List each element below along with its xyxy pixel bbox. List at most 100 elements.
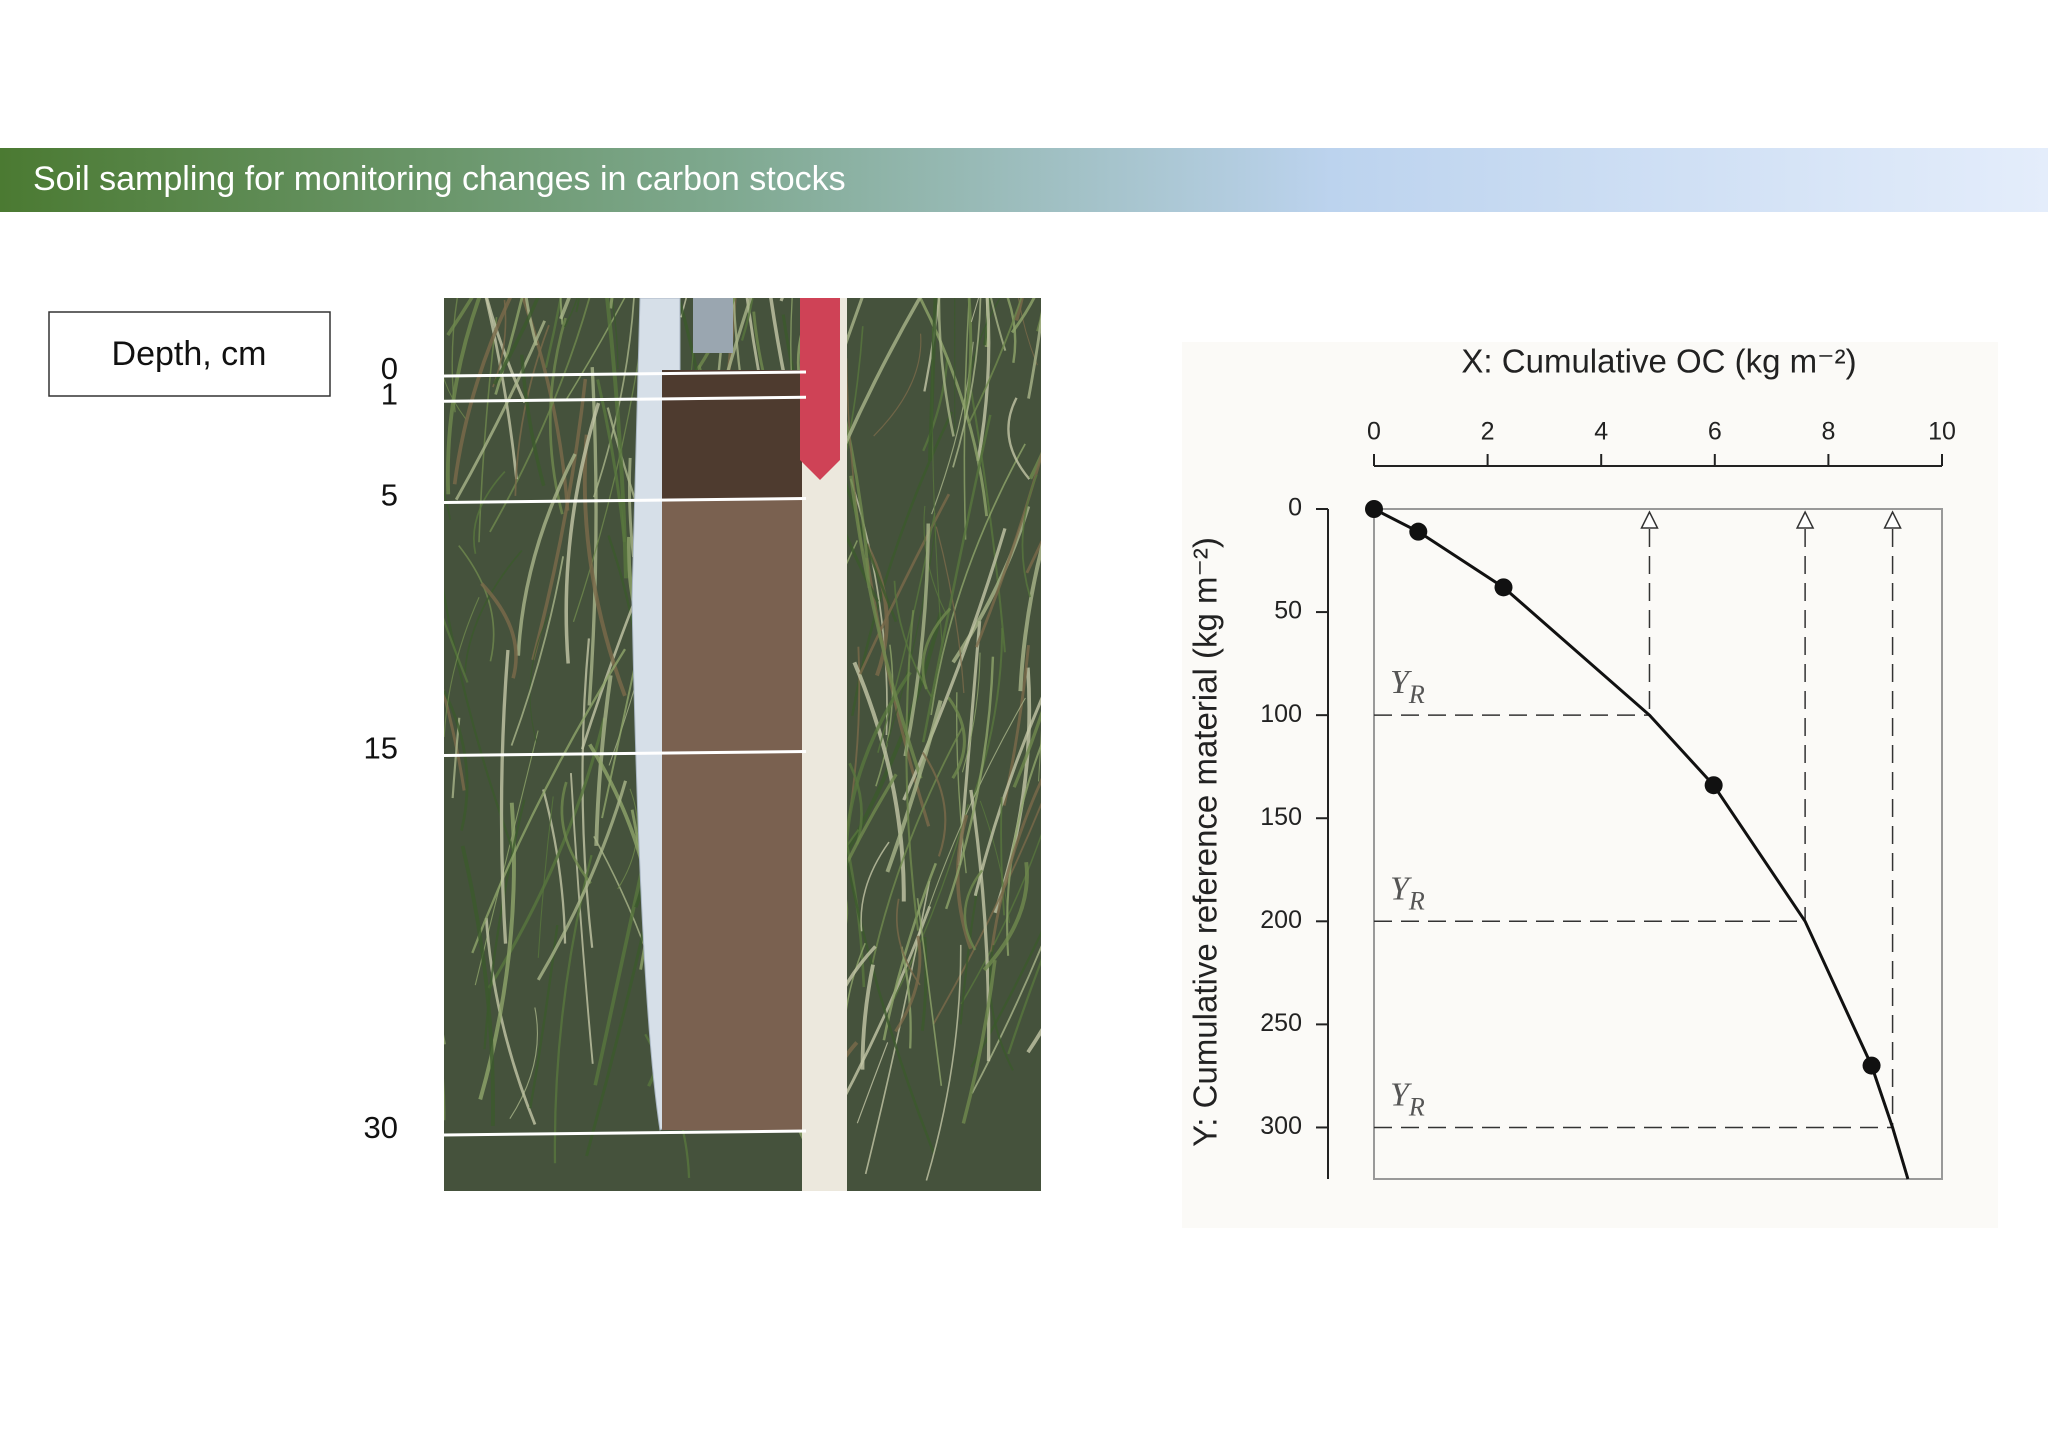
grass-blade — [945, 656, 995, 910]
ref-letter: Y — [1390, 1076, 1412, 1113]
grass-blade — [990, 298, 1007, 352]
depth-label: Depth, cm — [112, 335, 267, 373]
grass-blade — [870, 727, 964, 969]
x-tick-label: 6 — [1708, 418, 1722, 446]
grass-blade — [611, 298, 619, 370]
soil-core-photo — [444, 298, 1041, 1191]
grass-blade — [925, 944, 962, 1181]
grass-blade — [575, 298, 580, 313]
y-tick-label: 0 — [1288, 494, 1302, 522]
grass-blade — [860, 841, 890, 932]
data-point — [1365, 500, 1383, 518]
grass-blade — [460, 845, 495, 1126]
depth-line — [443, 750, 807, 757]
data-point — [1494, 578, 1513, 597]
grass-blade — [1027, 312, 1041, 399]
grass-blade — [489, 298, 591, 533]
grass-blade — [1007, 958, 1041, 1055]
grass-blade — [920, 936, 928, 1031]
grass-blade — [894, 935, 922, 1033]
x-tick-label: 4 — [1594, 418, 1608, 446]
grass-blade — [952, 298, 982, 468]
grass-blade — [860, 964, 875, 1070]
x-axis-label: X: Cumulative OC (kg m⁻²) — [1461, 343, 1856, 380]
grass-blade — [446, 298, 474, 337]
grass-blade — [499, 649, 510, 944]
grass-blade — [973, 696, 1041, 897]
grass-blade — [975, 451, 1041, 648]
grass-blade — [1010, 298, 1036, 334]
grass-blade — [961, 652, 981, 773]
grass-blade — [514, 324, 550, 496]
grass-blade — [563, 298, 578, 328]
y-tick-label: 150 — [1260, 803, 1302, 831]
grass-blade — [921, 751, 947, 857]
grass-blade — [969, 789, 991, 1062]
reference-arrow — [1640, 510, 1659, 529]
grass-blade — [484, 917, 537, 1126]
depth-line — [443, 497, 807, 504]
data-point — [1704, 776, 1723, 795]
grass-blade — [559, 298, 564, 325]
grass-blade — [483, 799, 526, 1050]
grass-blade — [509, 1007, 538, 1119]
grass-blade — [582, 434, 627, 697]
grass-blade — [961, 959, 997, 1124]
grass-blade — [922, 356, 949, 452]
grass-blade — [480, 582, 518, 679]
grass-blade — [451, 298, 459, 413]
grass-blade — [1025, 539, 1041, 574]
grass-blade — [882, 523, 937, 758]
x-tick-label: 10 — [1928, 418, 1956, 446]
grass-blade — [454, 320, 546, 501]
depth-box — [48, 311, 331, 397]
y-tick-label: 250 — [1260, 1009, 1302, 1037]
grass-blade — [895, 898, 921, 986]
grass-blade — [873, 333, 922, 437]
depth-line — [443, 1129, 807, 1137]
grass-blade — [444, 617, 469, 683]
grass-blade — [1018, 543, 1041, 692]
grass-blade — [916, 898, 943, 1086]
grass-blade — [951, 505, 1031, 664]
y-tick-label: 300 — [1260, 1112, 1302, 1140]
header-bar — [0, 148, 2048, 212]
grass-blade — [1007, 397, 1031, 480]
grass-blade — [444, 377, 467, 420]
depth-line — [443, 395, 807, 403]
grass-blade — [970, 390, 1006, 653]
grass-blade — [510, 556, 565, 746]
reference-label: YR — [1390, 870, 1425, 915]
grass-blade — [864, 543, 889, 677]
grass-blade — [1017, 298, 1038, 366]
grass-blade — [845, 857, 936, 1154]
grass-blade — [976, 298, 991, 462]
grass-blade — [444, 1034, 446, 1045]
plot-frame — [1373, 508, 1943, 1180]
grass-blade — [885, 700, 943, 873]
x-tick-label: 0 — [1367, 418, 1381, 446]
x-tick-label: 8 — [1821, 418, 1835, 446]
grass-blade — [1012, 710, 1041, 788]
grass-blade — [536, 780, 628, 981]
grass-blade — [930, 443, 1026, 716]
grass-blade — [444, 489, 452, 520]
grass-blade — [1021, 474, 1038, 598]
y-tick-label: 200 — [1260, 906, 1302, 934]
depth-tick-label: 5 — [381, 478, 398, 513]
grass-blade — [452, 298, 513, 485]
grass-blade — [531, 378, 588, 661]
grass-blade — [542, 789, 567, 944]
grass-blade — [963, 869, 984, 951]
grass-blade — [492, 298, 540, 386]
depth-tick-label: 0 — [381, 351, 398, 386]
grass-blade — [627, 457, 635, 558]
grass-blade — [921, 414, 992, 743]
ref-subscript: R — [1408, 886, 1425, 915]
grass-blade — [982, 861, 1029, 972]
y-tick-label: 50 — [1274, 597, 1302, 625]
y-axis-label: Y: Cumulative reference material (kg m⁻²… — [1187, 537, 1224, 1147]
grass-blade — [844, 671, 912, 848]
grass-blade — [902, 527, 1007, 801]
